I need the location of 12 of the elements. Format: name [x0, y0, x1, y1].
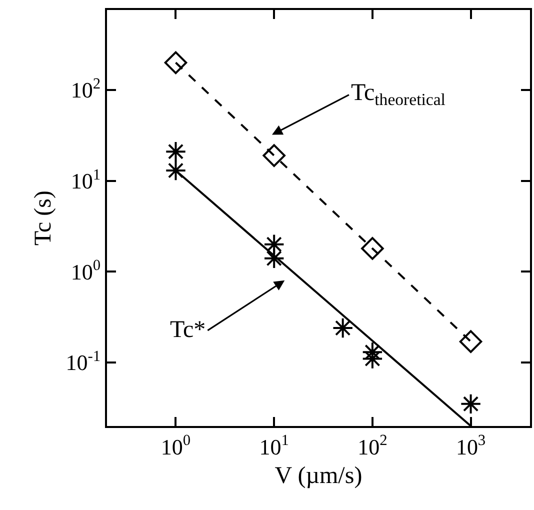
- x-tick-label: 10$^{1}$: [259, 432, 289, 460]
- annotation: Tc*: [170, 317, 206, 343]
- y-tick-label: 10$^{0}$: [70, 257, 101, 284]
- y-tick-label: 10$^{1}$: [70, 166, 101, 194]
- x-tick-label: 10$^{2}$: [358, 432, 388, 460]
- y-tick-label: 10$^{-1}$: [66, 348, 101, 376]
- x-axis-title: V (µm/s): [274, 463, 362, 490]
- x-tick-label: 10$^{0}$: [160, 432, 191, 460]
- y-tick-label: 10$^{2}$: [70, 75, 101, 103]
- y-axis-title: Tc (s): [30, 190, 56, 246]
- annotation: Tc$_{theoretical}$: [351, 80, 446, 110]
- x-tick-label: 10$^{3}$: [456, 432, 486, 460]
